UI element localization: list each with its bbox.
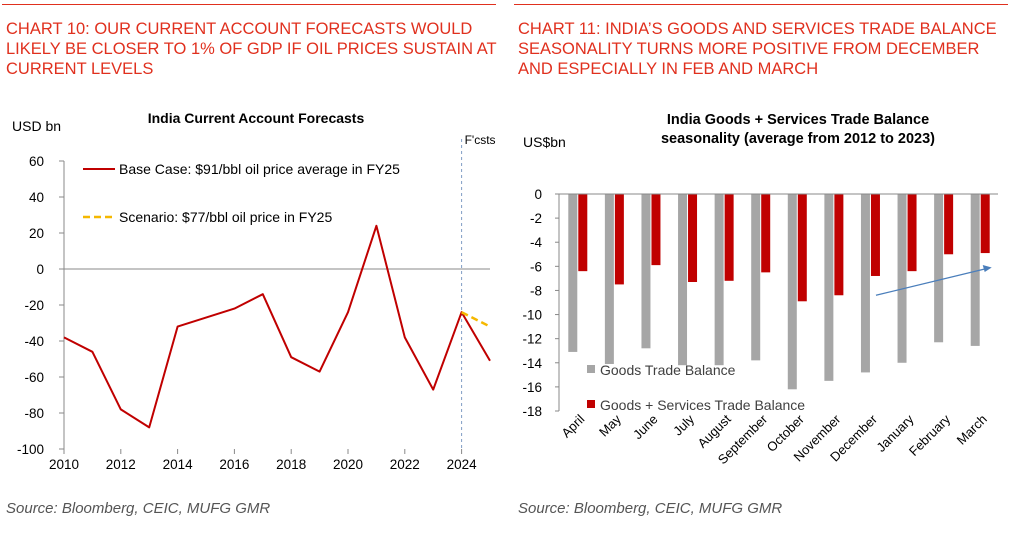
bar-goods-september xyxy=(751,194,761,361)
chart-10-panel: CHART 10: OUR CURRENT ACCOUNT FORECASTS … xyxy=(0,0,500,541)
chart-10-source: Source: Bloomberg, CEIC, MUFG GMR xyxy=(6,500,271,517)
chart-title-line-2: seasonality (average from 2012 to 2023) xyxy=(661,131,935,147)
y-tick-label: 60 xyxy=(29,154,44,169)
y-tick-label: -20 xyxy=(24,298,44,313)
legend-label: Base Case: $91/bbl oil price average in … xyxy=(119,161,400,177)
y-tick-label: -100 xyxy=(17,442,44,457)
bar-goods-services-february xyxy=(944,194,954,255)
chart-11-heading: CHART 11: INDIA’S GOODS AND SERVICES TRA… xyxy=(518,20,997,78)
bar-goods-services-september xyxy=(761,194,771,273)
y-tick-label: 40 xyxy=(29,190,44,205)
bar-goods-services-november xyxy=(834,194,844,296)
bar-goods-january xyxy=(897,194,907,363)
bar-goods-services-may xyxy=(614,194,624,285)
bar-goods-march xyxy=(970,194,980,346)
y-tick-label: -4 xyxy=(530,235,542,250)
bar-goods-services-march xyxy=(980,194,990,254)
bar-goods-june xyxy=(641,194,651,349)
x-tick-label: February xyxy=(906,411,954,459)
legend-label: Goods Trade Balance xyxy=(600,362,736,378)
heading-rule xyxy=(2,4,496,5)
legend-swatch xyxy=(587,400,595,408)
series-line-2 xyxy=(461,311,491,328)
y-tick-label: -6 xyxy=(530,259,542,274)
chart-11-panel: CHART 11: INDIA’S GOODS AND SERVICES TRA… xyxy=(512,0,1012,541)
x-tick-label: 2016 xyxy=(219,457,249,472)
bar-goods-april xyxy=(568,194,578,352)
bar-goods-services-january xyxy=(907,194,917,272)
y-tick-label: -12 xyxy=(522,332,542,347)
x-tick-label: 2024 xyxy=(447,457,478,472)
chart-title: India Current Account Forecasts xyxy=(148,110,365,126)
legend-label: Scenario: $77/bbl oil price in FY25 xyxy=(119,209,332,225)
bar-goods-services-august xyxy=(724,194,734,281)
bar-goods-services-june xyxy=(651,194,661,266)
heading-rule xyxy=(514,4,1008,5)
y-tick-label: -10 xyxy=(522,308,542,323)
chart-10-heading: CHART 10: OUR CURRENT ACCOUNT FORECASTS … xyxy=(6,20,497,78)
y-tick-label: 0 xyxy=(534,187,542,202)
bar-goods-august xyxy=(714,194,724,366)
chart-title-line-1: India Goods + Services Trade Balance xyxy=(667,112,929,128)
y-tick-label: 20 xyxy=(29,226,44,241)
y-tick-label: -18 xyxy=(522,404,542,419)
x-tick-label: June xyxy=(630,412,661,443)
x-tick-label: 2018 xyxy=(276,457,306,472)
forecast-label: F'csts xyxy=(465,133,496,147)
y-axis-label: USD bn xyxy=(12,118,61,134)
y-tick-label: -80 xyxy=(24,406,44,421)
legend-label: Goods + Services Trade Balance xyxy=(600,397,805,413)
bar-goods-may xyxy=(604,194,614,364)
x-tick-label: March xyxy=(954,412,990,448)
x-tick-label: 2010 xyxy=(49,457,79,472)
x-tick-label: 2012 xyxy=(106,457,136,472)
y-tick-label: 0 xyxy=(36,262,44,277)
x-tick-label: April xyxy=(558,411,587,440)
x-tick-label: 2020 xyxy=(333,457,363,472)
series-line-1 xyxy=(63,224,491,429)
x-tick-label: 2014 xyxy=(163,457,194,472)
bar-goods-services-april xyxy=(578,194,588,272)
bar-goods-december xyxy=(860,194,870,373)
y-tick-label: -14 xyxy=(522,356,542,371)
bar-goods-november xyxy=(824,194,834,381)
x-tick-label: May xyxy=(596,411,624,439)
y-tick-label: -60 xyxy=(24,370,44,385)
y-tick-label: -40 xyxy=(24,334,44,349)
bar-goods-services-december xyxy=(870,194,880,276)
y-tick-label: -16 xyxy=(522,380,542,395)
bar-goods-february xyxy=(934,194,944,343)
trade-balance-chart: India Goods + Services Trade Balance seas… xyxy=(522,112,998,467)
legend-swatch xyxy=(587,365,595,373)
current-account-chart: India Current Account Forecasts USD bn 60 4… xyxy=(12,110,496,472)
y-tick-label: -2 xyxy=(530,211,542,226)
bar-goods-july xyxy=(678,194,688,366)
bar-goods-services-july xyxy=(688,194,698,283)
x-tick-label: 2022 xyxy=(390,457,420,472)
y-tick-label: -8 xyxy=(530,283,542,298)
chart-11-source: Source: Bloomberg, CEIC, MUFG GMR xyxy=(518,500,783,517)
trend-arrow-line xyxy=(875,268,985,296)
trend-arrow-head xyxy=(982,265,992,273)
x-tick-label: July xyxy=(670,411,697,438)
y-axis-label: US$bn xyxy=(523,134,566,150)
bar-goods-services-october xyxy=(797,194,807,302)
bar-goods-october xyxy=(787,194,797,390)
